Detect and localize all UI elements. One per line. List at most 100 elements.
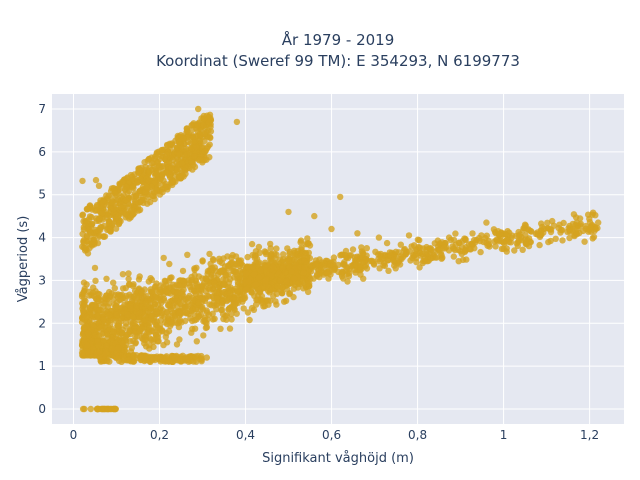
scatter-point: [151, 300, 159, 307]
scatter-point: [79, 405, 87, 413]
scatter-point: [129, 313, 136, 320]
scatter-point: [127, 303, 134, 310]
scatter-point: [158, 153, 165, 160]
scatter-point: [157, 304, 164, 311]
scatter-point: [581, 238, 588, 245]
scatter-point: [96, 291, 103, 298]
scatter-point: [176, 309, 183, 317]
scatter-point: [191, 271, 198, 279]
scatter-point: [383, 239, 391, 247]
scatter-point: [164, 142, 171, 149]
scatter-point: [483, 232, 490, 239]
scatter-point: [83, 313, 91, 321]
scatter-point: [570, 211, 578, 218]
scatter-point: [160, 254, 167, 262]
scatter-point: [201, 148, 209, 155]
scatter-point: [188, 278, 196, 286]
scatter-point: [151, 178, 159, 186]
scatter-point: [163, 288, 170, 295]
scatter-point: [471, 236, 478, 244]
scatter-point: [177, 166, 185, 173]
x-tick-label: 1: [500, 428, 508, 442]
scatter-point: [459, 256, 467, 263]
scatter-point: [180, 135, 187, 142]
scatter-point: [218, 301, 226, 308]
scatter-point: [183, 310, 190, 317]
scatter-point: [224, 253, 231, 260]
scatter-point: [167, 318, 174, 325]
scatter-point: [264, 297, 271, 304]
scatter-point: [357, 267, 364, 274]
scatter-point: [498, 245, 506, 253]
scatter-point: [191, 325, 199, 332]
scatter-point: [416, 244, 423, 251]
scatter-point: [114, 322, 121, 329]
scatter-point: [96, 215, 103, 222]
scatter-point: [199, 257, 206, 264]
x-tick-label: 0: [70, 428, 78, 442]
scatter-point: [169, 309, 176, 316]
scatter-point: [342, 267, 349, 274]
scatter-point: [105, 311, 113, 319]
scatter-point: [133, 295, 140, 302]
scatter-point: [347, 263, 354, 270]
scatter-point: [552, 235, 559, 242]
scatter-point: [135, 170, 142, 177]
scatter-point: [483, 219, 490, 226]
y-tick-label: 2: [38, 316, 46, 330]
y-tick-label: 0: [38, 402, 46, 416]
scatter-point: [285, 208, 292, 216]
scatter-point: [241, 292, 248, 299]
scatter-point: [222, 312, 229, 320]
scatter-point: [285, 257, 292, 265]
scatter-point: [96, 348, 103, 356]
scatter-point: [195, 314, 202, 321]
scatter-point: [500, 239, 507, 246]
scatter-point: [93, 203, 101, 210]
scatter-point: [206, 141, 213, 148]
scatter-point: [363, 245, 370, 252]
scatter-point: [79, 177, 86, 185]
scatter-point: [176, 336, 183, 343]
scatter-point: [80, 308, 87, 315]
scatter-point: [136, 273, 143, 280]
scatter-point: [384, 257, 391, 264]
scatter-point: [84, 330, 92, 337]
scatter-point: [234, 279, 242, 286]
scatter-point: [304, 235, 311, 242]
scatter-point: [113, 303, 121, 310]
scatter-point: [466, 245, 473, 253]
scatter-point: [347, 252, 354, 259]
scatter-point: [100, 316, 107, 323]
scatter-point: [201, 280, 208, 287]
scatter-point: [594, 224, 601, 232]
scatter-point: [589, 209, 597, 216]
scatter-point: [176, 150, 183, 158]
scatter-point: [200, 332, 207, 339]
scatter-point: [196, 291, 203, 298]
scatter-point: [514, 242, 521, 249]
scatter-point: [255, 260, 262, 268]
scatter-point: [179, 267, 187, 275]
scatter-point: [492, 243, 499, 250]
scatter-point: [449, 243, 456, 250]
scatter-point: [513, 232, 520, 240]
scatter-point: [228, 316, 235, 323]
scatter-point: [110, 279, 117, 286]
scatter-point: [200, 115, 208, 122]
scatter-point: [147, 198, 154, 206]
scatter-point: [115, 212, 122, 220]
scatter-point: [146, 342, 153, 349]
scatter-point: [193, 338, 200, 345]
scatter-point: [78, 319, 86, 326]
scatter-point: [84, 349, 91, 356]
scatter-point: [291, 256, 298, 263]
y-axis-title: Vågperiod (s): [16, 216, 31, 303]
scatter-point: [204, 292, 211, 299]
scatter-point: [191, 163, 199, 171]
scatter-point: [559, 237, 566, 244]
y-tick-label: 7: [38, 102, 46, 116]
scatter-point: [281, 298, 288, 305]
scatter-point: [168, 165, 175, 172]
